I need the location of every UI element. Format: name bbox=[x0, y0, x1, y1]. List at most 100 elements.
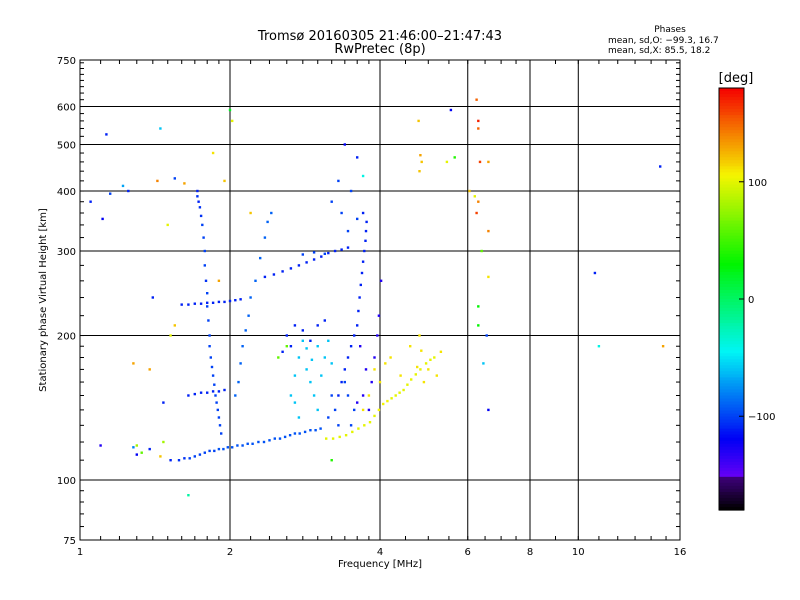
colorbar-segment bbox=[719, 274, 744, 279]
data-point bbox=[180, 303, 183, 306]
data-point bbox=[268, 439, 271, 442]
data-point bbox=[289, 267, 293, 270]
colorbar-segment bbox=[719, 133, 744, 137]
data-point bbox=[206, 292, 209, 295]
colorbar-segment bbox=[719, 124, 744, 128]
data-point bbox=[188, 457, 191, 460]
colorbar-segment bbox=[719, 154, 744, 158]
data-point bbox=[349, 189, 353, 193]
data-point bbox=[327, 339, 330, 342]
colorbar-segment bbox=[719, 506, 744, 511]
data-point bbox=[234, 299, 237, 302]
data-point bbox=[364, 368, 368, 371]
data-point bbox=[234, 394, 237, 397]
colorbar-segment bbox=[719, 256, 744, 261]
colorbar-segment bbox=[719, 419, 744, 424]
colorbar-segment bbox=[719, 299, 744, 303]
data-point bbox=[183, 457, 186, 460]
colorbar-segment bbox=[719, 365, 744, 369]
data-point bbox=[148, 447, 151, 451]
colorbar-segment bbox=[719, 244, 744, 249]
colorbar-segment bbox=[719, 259, 744, 264]
data-point bbox=[217, 390, 221, 393]
data-point bbox=[199, 302, 203, 305]
colorbar-segment bbox=[719, 503, 744, 508]
data-point bbox=[187, 494, 190, 497]
colorbar-segment bbox=[719, 139, 744, 143]
data-point bbox=[249, 296, 252, 299]
data-point bbox=[199, 214, 203, 218]
colorbar-segment bbox=[719, 175, 744, 180]
colorbar-segment bbox=[719, 277, 744, 282]
data-point bbox=[196, 195, 199, 198]
colorbar-segment bbox=[719, 265, 744, 270]
data-point bbox=[368, 421, 372, 424]
colorbar-segment bbox=[719, 214, 744, 219]
data-point bbox=[351, 430, 354, 434]
data-point bbox=[217, 416, 221, 419]
data-point bbox=[293, 432, 297, 435]
colorbar-segment bbox=[719, 317, 744, 321]
data-point bbox=[361, 211, 365, 215]
data-point bbox=[305, 368, 308, 371]
colorbar-segment bbox=[719, 488, 744, 493]
data-point bbox=[377, 408, 381, 412]
colorbar-segment bbox=[719, 199, 744, 204]
data-point bbox=[312, 394, 316, 397]
colorbar-segment bbox=[719, 308, 744, 312]
y-tick-label: 600 bbox=[57, 103, 76, 114]
data-point bbox=[244, 329, 247, 332]
colorbar-segment bbox=[719, 377, 744, 381]
y-tick-label: 400 bbox=[57, 187, 76, 198]
data-point bbox=[323, 319, 326, 322]
data-point bbox=[453, 156, 456, 159]
plot-area: 1 2 4 6 8 10 16 75 100 200 300 400 500 600 750 bbox=[57, 56, 686, 558]
colorbar-segment bbox=[719, 115, 744, 119]
colorbar-tick-label: −100 bbox=[748, 412, 775, 423]
x-axis-label: Frequency [MHz] bbox=[338, 559, 422, 570]
data-point bbox=[384, 362, 387, 365]
colorbar-segment bbox=[719, 491, 744, 496]
y-tick-label: 75 bbox=[63, 536, 76, 547]
colorbar-segment bbox=[719, 184, 744, 189]
data-point bbox=[206, 301, 209, 304]
data-point bbox=[228, 108, 232, 112]
data-point bbox=[217, 300, 221, 304]
colorbar-segment bbox=[719, 91, 744, 95]
data-point bbox=[358, 296, 361, 299]
colorbar-segment bbox=[719, 103, 744, 107]
data-point bbox=[251, 442, 254, 445]
data-point bbox=[418, 170, 421, 173]
colorbar-segment bbox=[719, 437, 744, 442]
data-point bbox=[394, 394, 397, 397]
colorbar-segment bbox=[719, 280, 744, 285]
data-point bbox=[197, 200, 200, 203]
data-point bbox=[199, 391, 203, 394]
data-point bbox=[211, 374, 215, 377]
colorbar-segment bbox=[719, 106, 744, 110]
data-point bbox=[293, 324, 297, 327]
data-point bbox=[402, 388, 405, 392]
data-point bbox=[364, 229, 368, 233]
colorbar-segment bbox=[719, 479, 744, 484]
data-point bbox=[127, 189, 130, 193]
data-point bbox=[208, 449, 211, 453]
data-point bbox=[330, 459, 333, 462]
data-point bbox=[316, 408, 319, 412]
data-point bbox=[135, 444, 138, 447]
data-point bbox=[217, 279, 221, 282]
data-point bbox=[281, 270, 284, 273]
y-axis-label: Stationary phase Virtual Height [km] bbox=[38, 208, 49, 392]
colorbar-segment bbox=[719, 163, 744, 167]
colorbar-segment bbox=[719, 178, 744, 183]
data-point bbox=[259, 256, 262, 260]
colorbar-segment bbox=[719, 253, 744, 258]
data-point bbox=[196, 189, 199, 193]
data-point bbox=[327, 251, 330, 255]
phases-stat-o: mean, sd,O: −99.3, 16.7 bbox=[608, 36, 719, 46]
x-tick-label: 2 bbox=[227, 547, 233, 558]
data-point bbox=[166, 223, 169, 227]
data-point bbox=[148, 368, 151, 371]
data-point bbox=[346, 246, 350, 249]
data-point bbox=[343, 143, 346, 146]
